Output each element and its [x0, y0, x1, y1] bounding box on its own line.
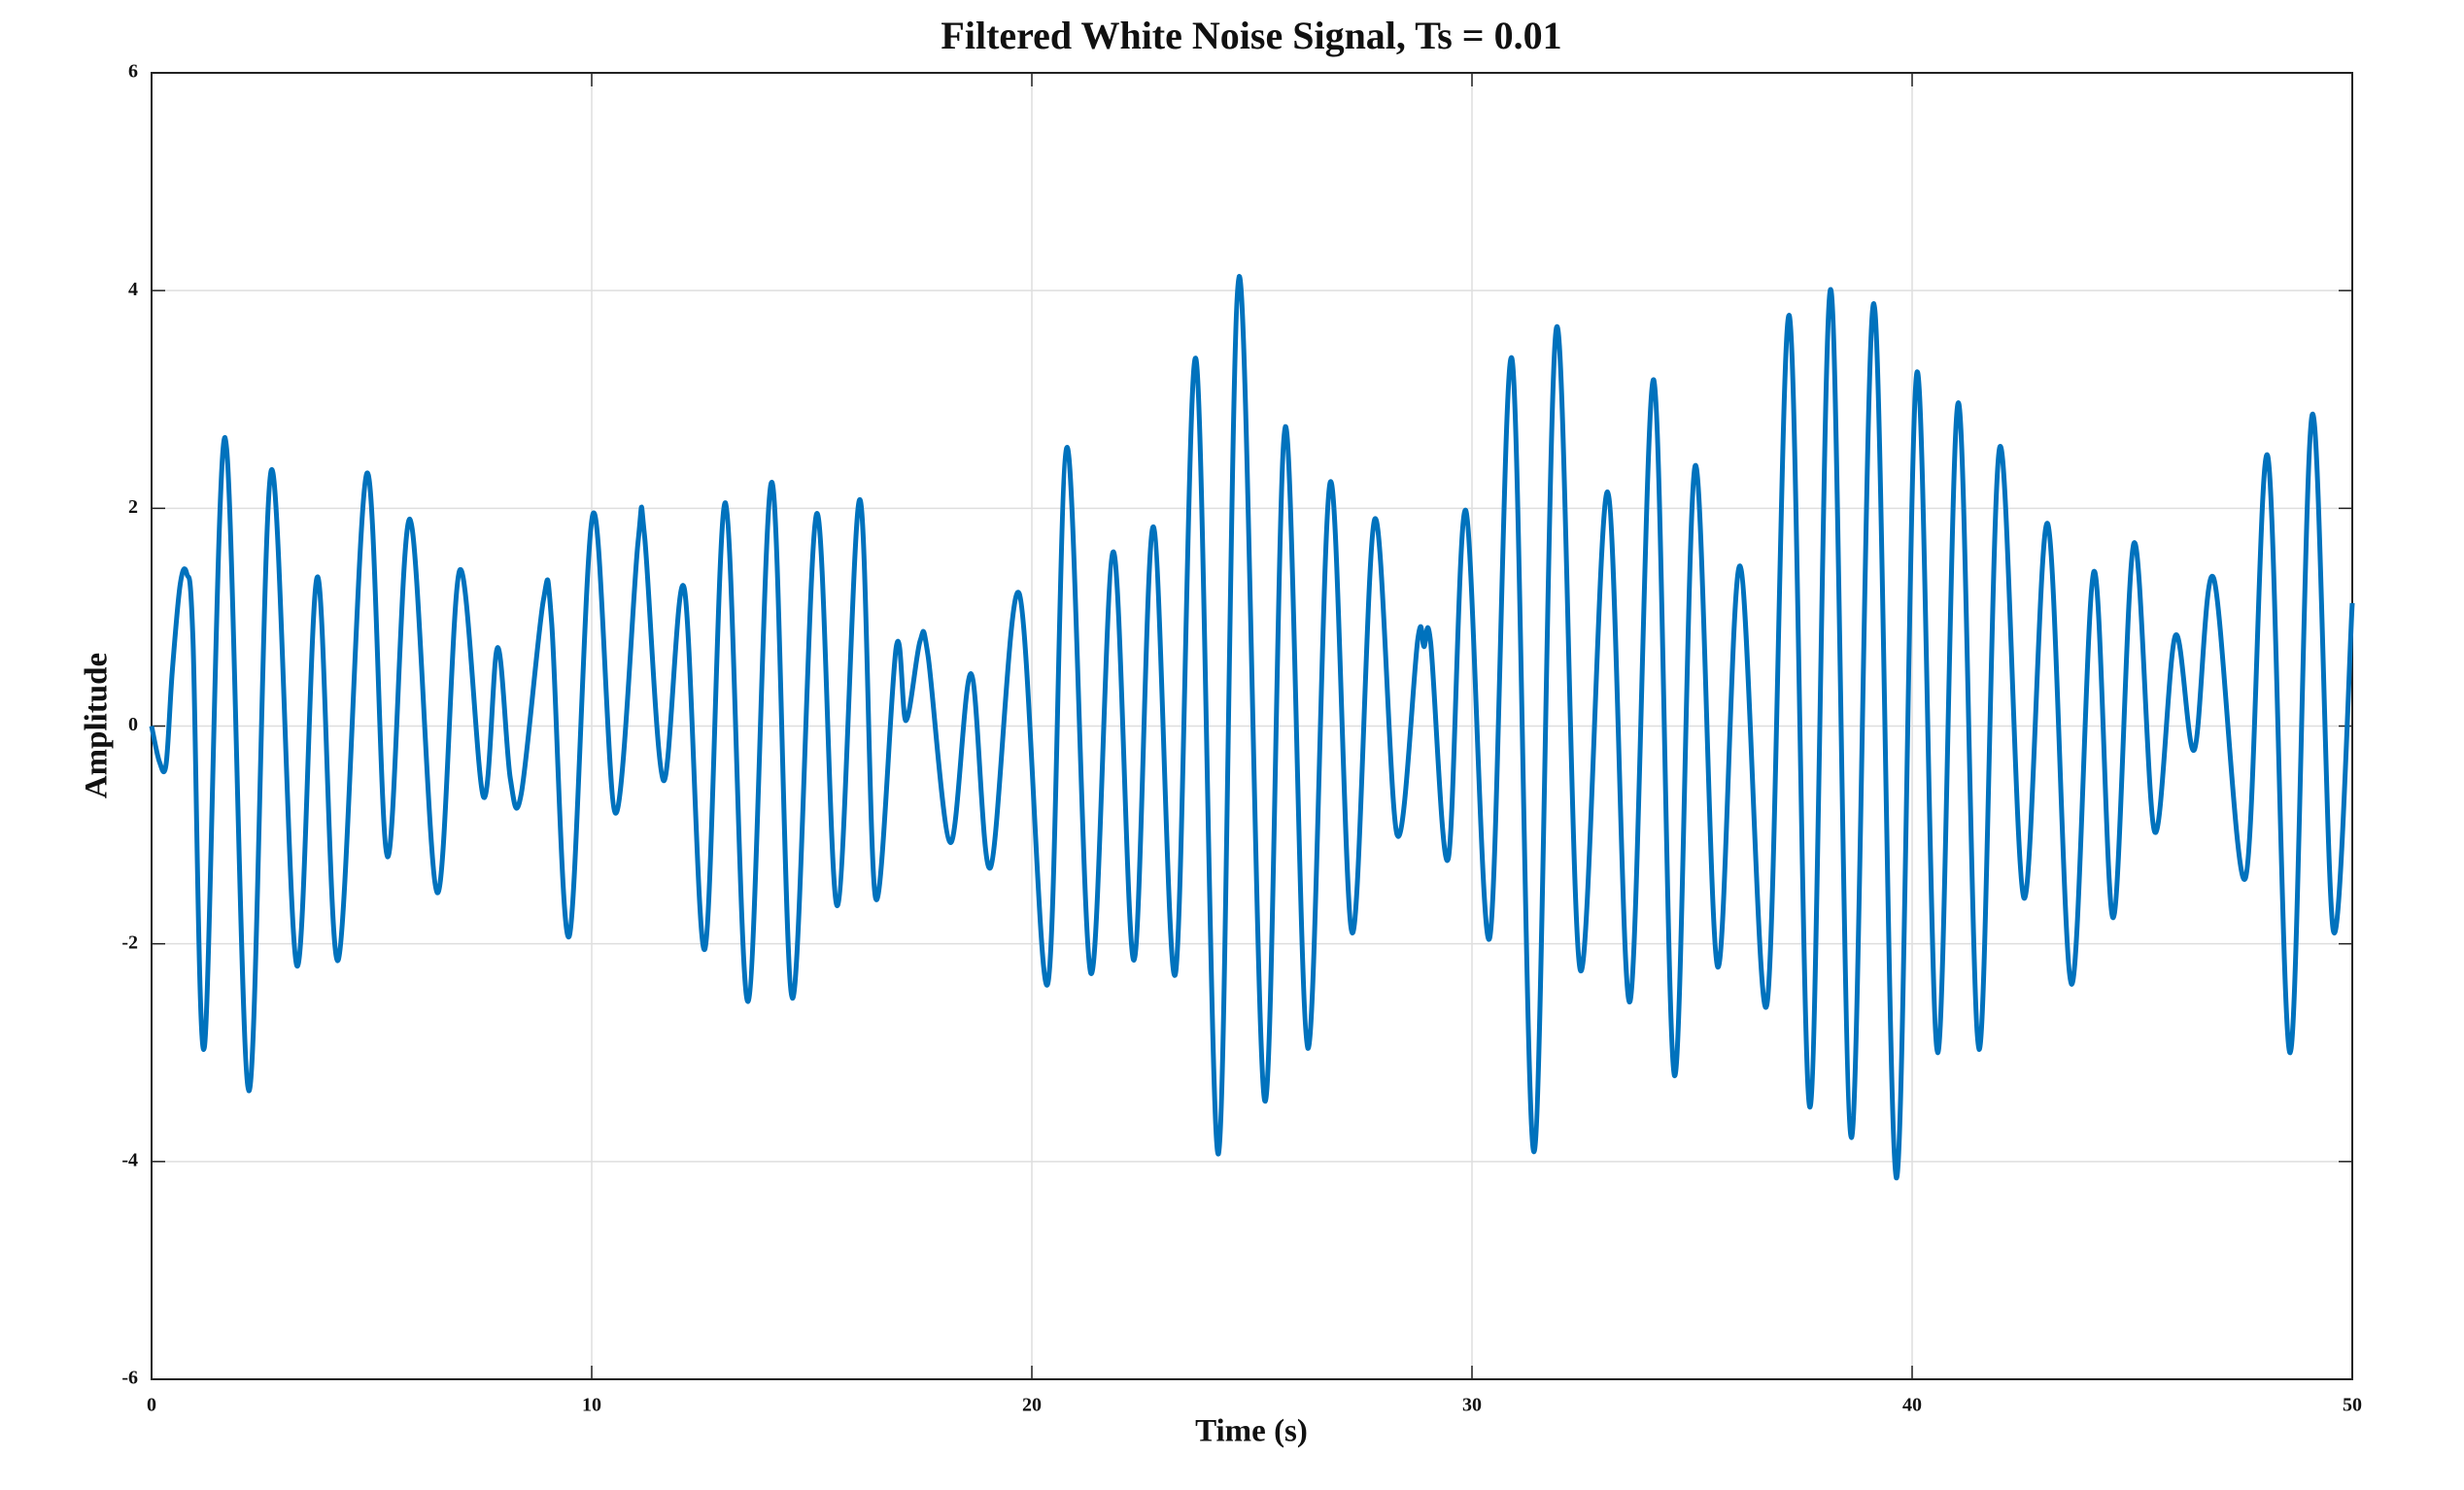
signal-line	[149, 274, 2355, 1181]
y-tick-label: 0	[128, 714, 138, 735]
x-tick-label: 10	[582, 1395, 601, 1416]
y-tick-label: 4	[128, 279, 138, 300]
y-tick-label: 2	[128, 496, 138, 518]
y-tick-label: -6	[121, 1368, 138, 1389]
x-axis-label: Time (s)	[1195, 1414, 1308, 1449]
y-tick-label: -2	[121, 931, 138, 953]
y-tick-label: 6	[128, 61, 138, 83]
x-tick-label: 50	[2343, 1395, 2362, 1416]
y-tick-label: -4	[121, 1149, 138, 1170]
y-axis-label: Amplitude	[80, 653, 115, 798]
x-tick-label: 30	[1462, 1395, 1482, 1416]
x-tick-label: 20	[1022, 1395, 1042, 1416]
x-tick-label: 0	[147, 1395, 156, 1416]
chart-title: Filtered White Noise Signal, Ts = 0.01	[941, 14, 1561, 57]
x-tick-label: 40	[1902, 1395, 1922, 1416]
